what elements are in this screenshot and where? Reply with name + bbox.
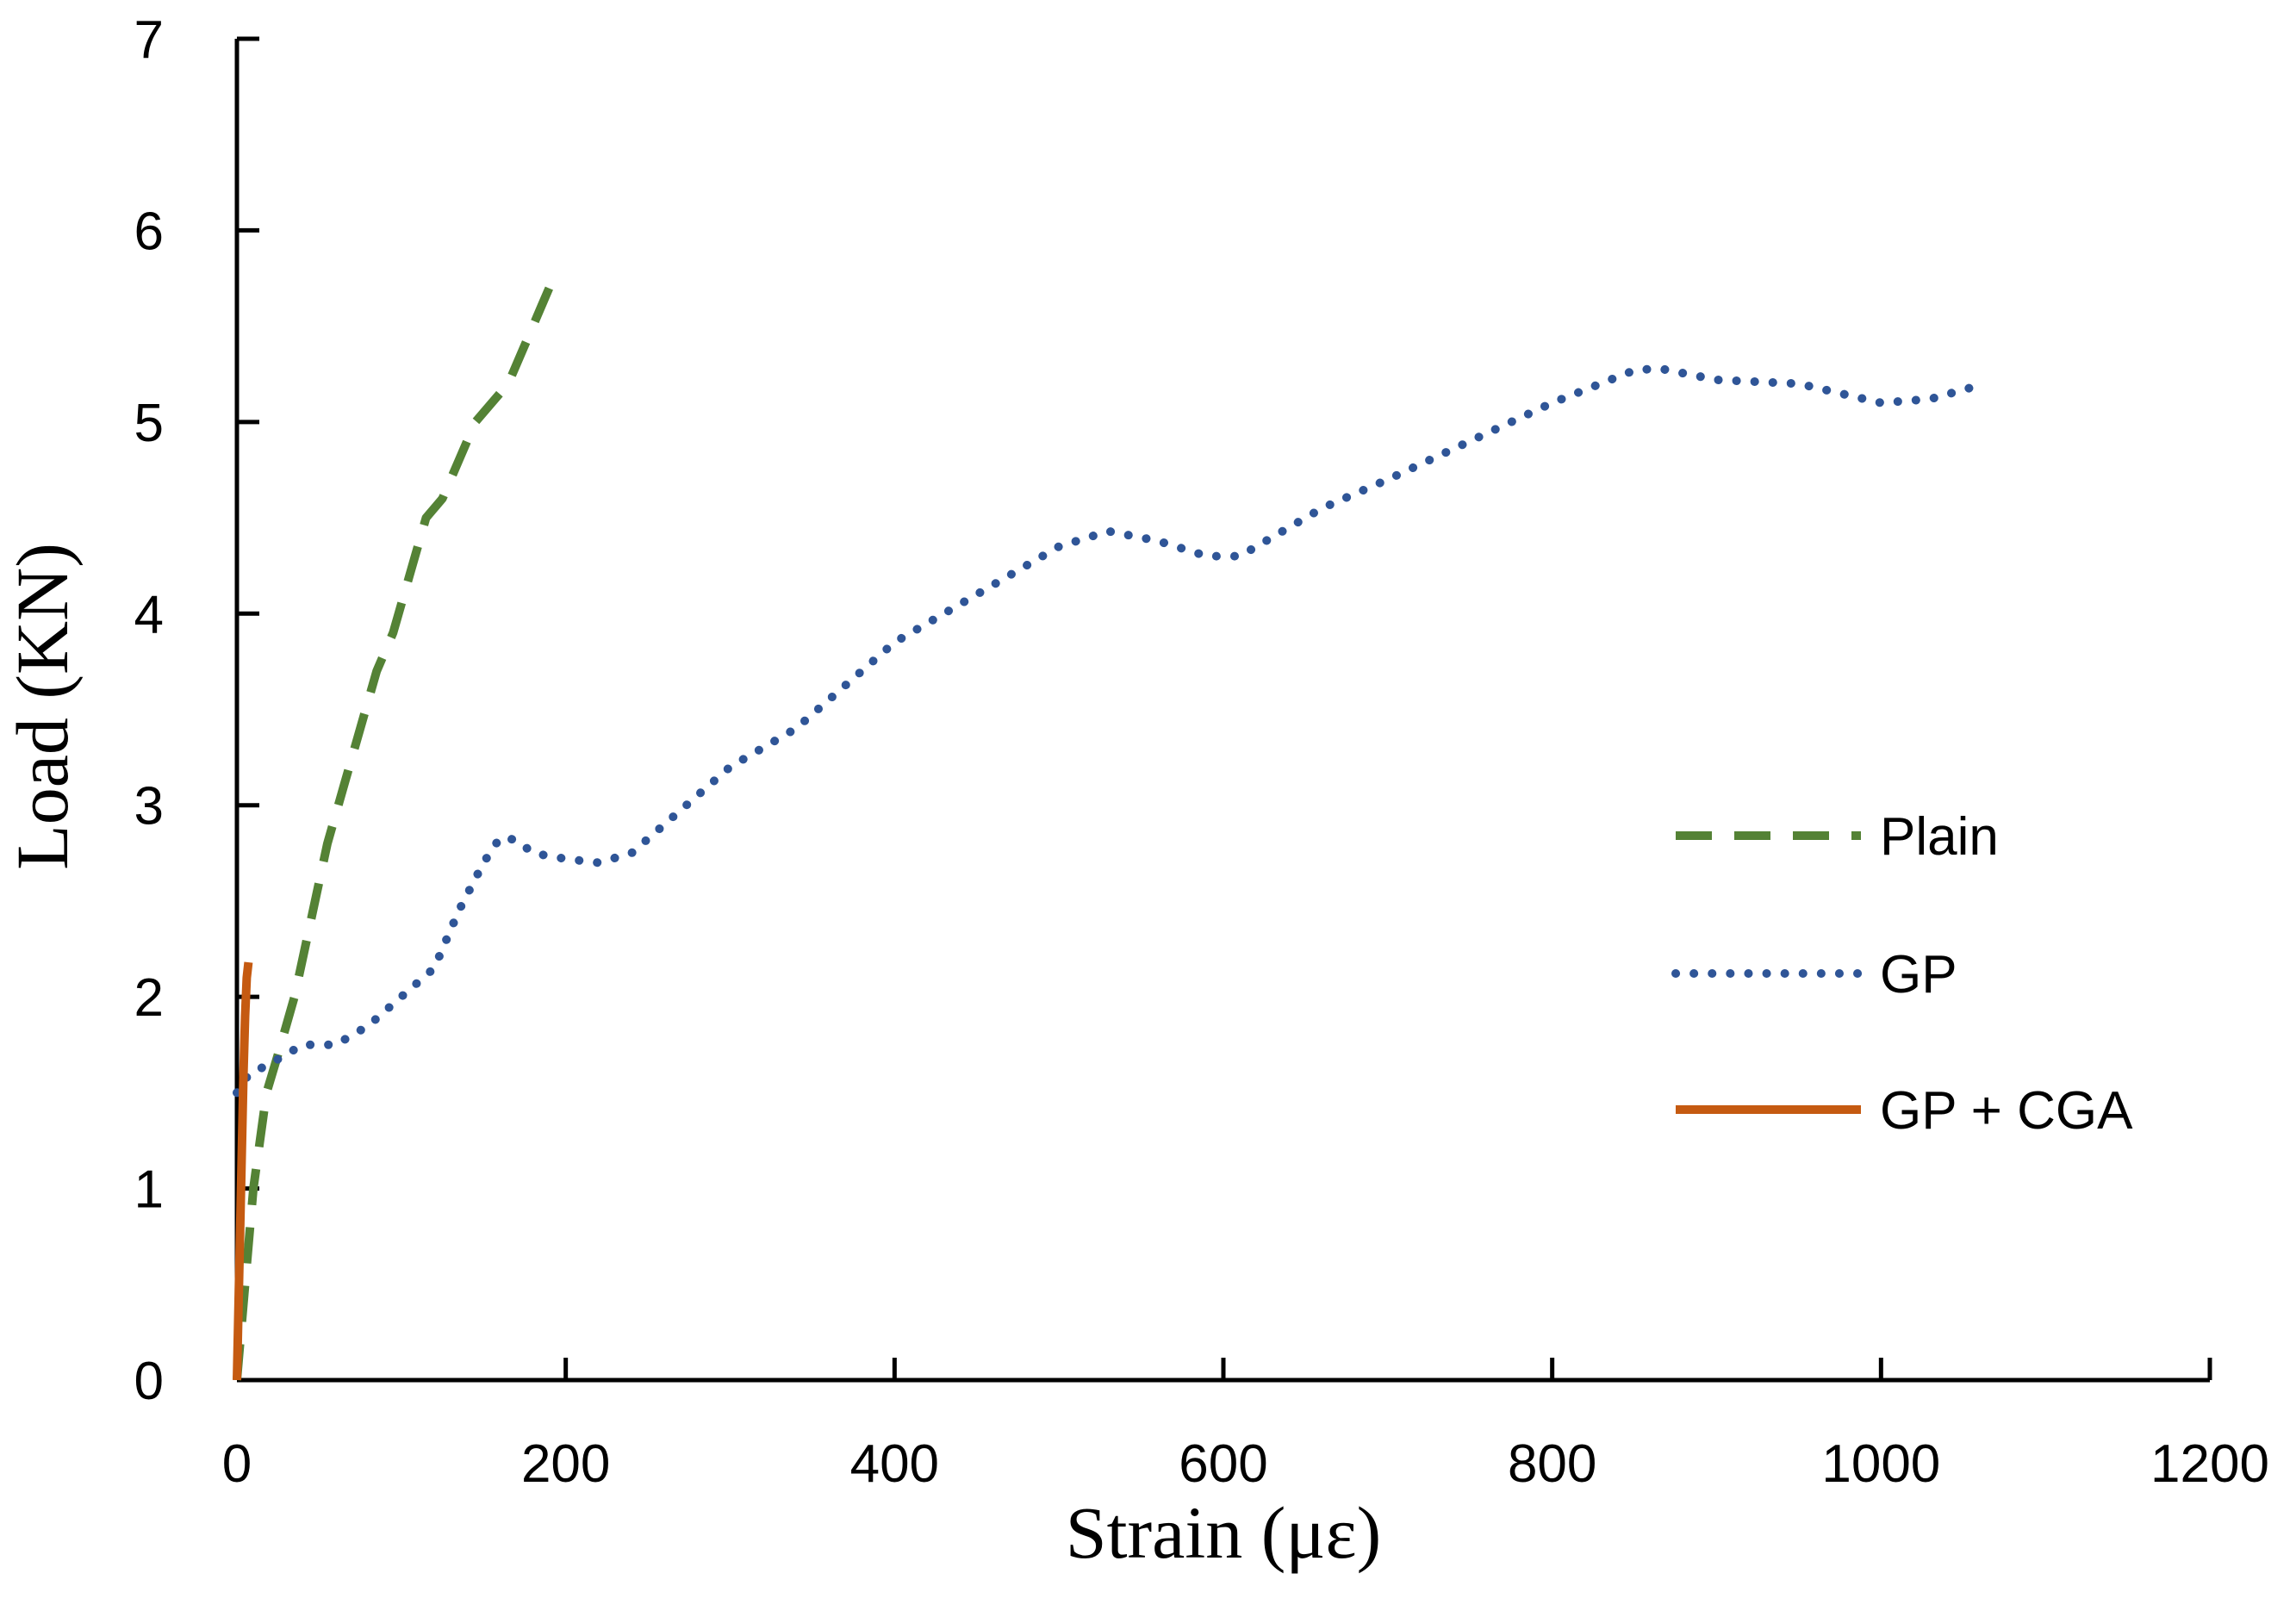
- legend-item: Plain: [1676, 807, 1999, 867]
- y-tick-label: 5: [134, 394, 164, 453]
- x-tick-label: 1000: [1821, 1434, 1940, 1494]
- x-tick-label: 1200: [2150, 1434, 2269, 1494]
- y-tick-label: 0: [134, 1352, 164, 1411]
- series-plain: [233, 266, 562, 1381]
- series-gp-cga: [233, 961, 253, 1381]
- plot-area: 0 1 2 3 4 5 6 7 0 200 400 600 800 1000 1200: [134, 10, 2269, 1494]
- legend-label: Plain: [1880, 807, 1999, 867]
- x-tick-label: 0: [222, 1434, 252, 1494]
- legend-label: GP: [1880, 945, 1957, 1004]
- y-tick-label: 1: [134, 1160, 164, 1220]
- y-tick-label: 4: [134, 585, 164, 644]
- y-tick-label: 2: [134, 968, 164, 1028]
- legend-item: GP: [1671, 945, 1957, 1004]
- series-line: [233, 266, 562, 1381]
- series-gp: [233, 364, 1976, 1098]
- y-axis-title: Load (KN): [1, 543, 84, 870]
- series-layer: [233, 266, 1976, 1381]
- x-ticks: 0 200 400 600 800 1000 1200: [222, 1358, 2269, 1494]
- legend-label: GP + CGA: [1880, 1081, 2133, 1141]
- y-tick-label: 3: [134, 777, 164, 836]
- x-tick-label: 400: [850, 1434, 939, 1494]
- series-line: [233, 961, 253, 1381]
- x-tick-label: 200: [521, 1434, 610, 1494]
- x-tick-label: 800: [1508, 1434, 1596, 1494]
- legend: Plain GP GP + CGA: [1671, 807, 2133, 1141]
- x-tick-label: 600: [1179, 1434, 1267, 1494]
- series-line: [233, 364, 1976, 1098]
- y-ticks: 0 1 2 3 4 5 6 7: [134, 10, 259, 1411]
- y-tick-label: 6: [134, 202, 164, 261]
- y-tick-label: 7: [134, 10, 164, 70]
- legend-item: GP + CGA: [1676, 1081, 2133, 1141]
- x-axis-title: Strain (με): [1066, 1491, 1381, 1574]
